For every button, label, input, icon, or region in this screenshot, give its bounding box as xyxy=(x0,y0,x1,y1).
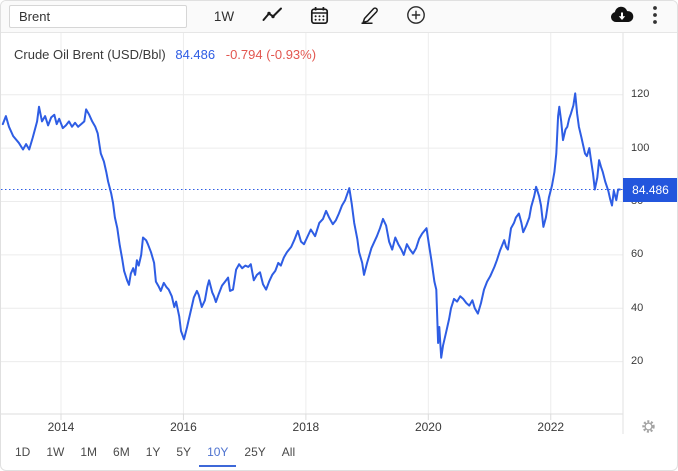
more-menu-button[interactable] xyxy=(642,1,668,32)
range-button-25y[interactable]: 25Y xyxy=(236,439,273,467)
y-axis-label: 60 xyxy=(631,248,644,261)
download-button[interactable] xyxy=(605,1,639,32)
chart-legend: Crude Oil Brent (USD/Bbl) 84.486 -0.794 … xyxy=(14,47,316,62)
range-button-all[interactable]: All xyxy=(274,439,303,467)
calendar-icon xyxy=(310,6,329,28)
range-button-1d[interactable]: 1D xyxy=(7,439,38,467)
search-input[interactable] xyxy=(9,5,187,28)
y-axis-label: 40 xyxy=(631,301,644,314)
range-button-1w[interactable]: 1W xyxy=(38,439,72,467)
pencil-icon xyxy=(359,6,381,28)
y-axis-label: 100 xyxy=(631,141,650,154)
cloud-download-icon xyxy=(609,6,635,27)
range-button-1m[interactable]: 1M xyxy=(72,439,105,467)
chart-style-button[interactable] xyxy=(255,1,289,32)
price-series-line xyxy=(1,92,621,359)
x-axis-label: 2020 xyxy=(414,420,442,434)
calendar-button[interactable] xyxy=(302,1,336,32)
add-indicator-button[interactable] xyxy=(399,1,433,32)
y-axis-label: 120 xyxy=(631,88,650,101)
x-axis-label: 2018 xyxy=(292,420,320,434)
range-button-6m[interactable]: 6M xyxy=(105,439,138,467)
chart-style-icon xyxy=(262,7,283,26)
instrument-name: Crude Oil Brent (USD/Bbl) xyxy=(14,47,166,62)
last-price: 84.486 xyxy=(175,47,216,62)
x-axis-label: 2014 xyxy=(47,420,75,434)
settings-button[interactable] xyxy=(637,417,659,439)
interval-selector[interactable]: 1W xyxy=(204,1,244,32)
x-axis-label: 2022 xyxy=(537,420,565,434)
toolbar: 1W xyxy=(1,1,677,33)
price-change: -0.794 (-0.93%) xyxy=(225,47,317,62)
draw-button[interactable] xyxy=(352,1,388,32)
y-axis-label: 20 xyxy=(631,355,644,368)
gear-icon xyxy=(641,419,656,437)
plus-circle-icon xyxy=(406,5,426,28)
range-selector: 1D 1W 1M 6M 1Y 5Y 10Y 25Y All xyxy=(7,439,303,467)
range-button-5y[interactable]: 5Y xyxy=(168,439,199,467)
x-axis-label: 2016 xyxy=(170,420,197,434)
range-button-1y[interactable]: 1Y xyxy=(138,439,169,467)
current-price-tag: 84.486 xyxy=(623,177,677,202)
kebab-menu-icon xyxy=(652,5,658,28)
range-button-10y[interactable]: 10Y xyxy=(199,439,237,467)
